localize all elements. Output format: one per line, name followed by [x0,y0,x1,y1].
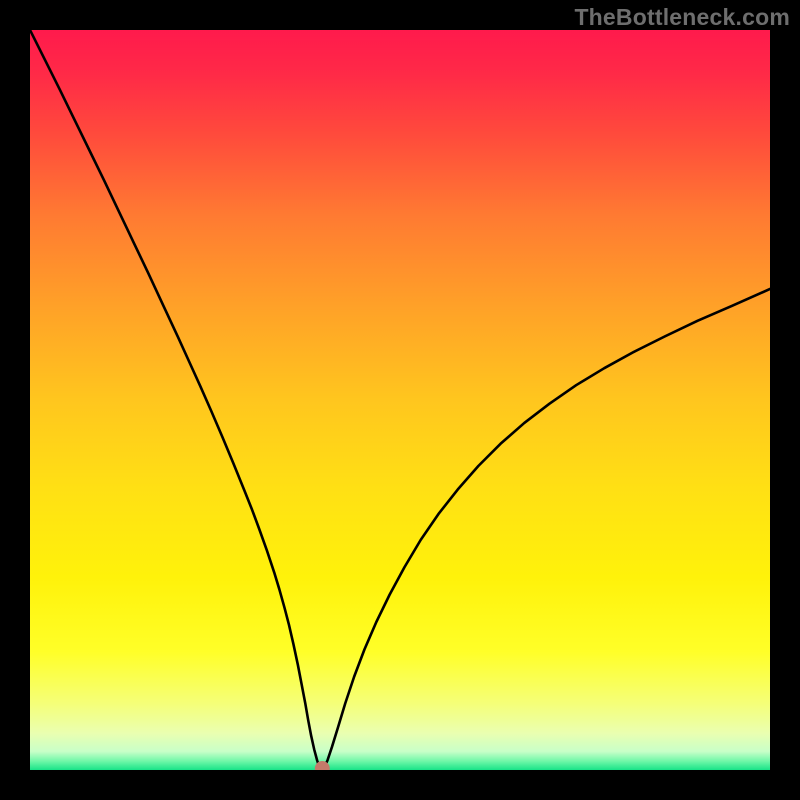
plot-svg [30,30,770,770]
watermark-text: TheBottleneck.com [574,4,790,31]
plot-background [30,30,770,770]
bottleneck-plot [30,30,770,770]
chart-stage: TheBottleneck.com [0,0,800,800]
